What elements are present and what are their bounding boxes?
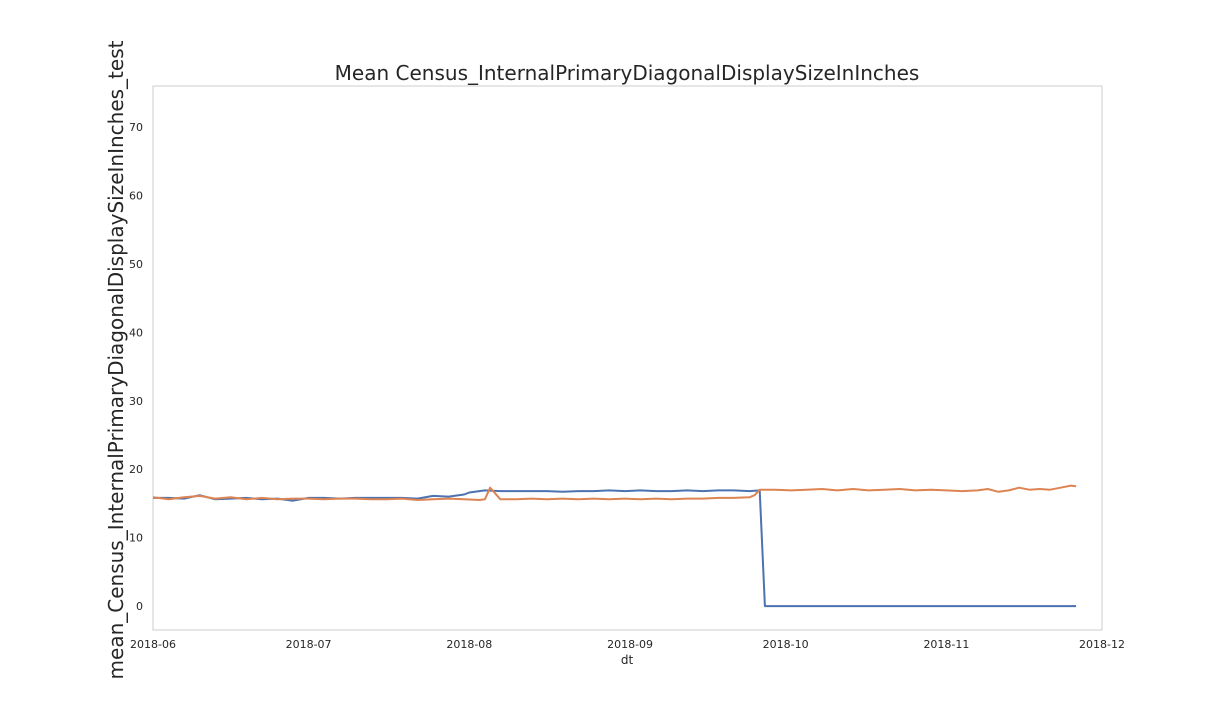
chart-title: Mean Census_InternalPrimaryDiagonalDispl… <box>335 61 920 85</box>
y-tick-label: 70 <box>129 121 143 134</box>
x-axis-title: dt <box>621 653 634 667</box>
y-tick-label: 20 <box>129 463 143 476</box>
y-tick-label: 40 <box>129 326 143 339</box>
plot-lines <box>152 484 1077 608</box>
x-tick-label: 2018-08 <box>446 638 492 651</box>
x-tick-label: 2018-12 <box>1079 638 1125 651</box>
series-line-2 <box>152 484 1077 501</box>
y-tick-label: 50 <box>129 258 143 271</box>
y-tick-label: 10 <box>129 532 143 545</box>
x-tick-label: 2018-10 <box>763 638 809 651</box>
y-tick-label: 60 <box>129 189 143 202</box>
x-tick-label: 2018-11 <box>923 638 969 651</box>
x-tick-label: 2018-06 <box>130 638 176 651</box>
x-axis: 2018-06 2018-07 2018-08 2018-09 2018-10 2018-… <box>130 638 1125 651</box>
y-axis-title: mean_Census_InternalPrimaryDiagonalDispl… <box>104 40 128 679</box>
x-tick-label: 2018-07 <box>286 638 332 651</box>
y-tick-label: 30 <box>129 395 143 408</box>
y-axis: 0 10 20 30 40 50 60 70 <box>129 121 143 613</box>
y-tick-label: 0 <box>136 600 143 613</box>
x-tick-label: 2018-09 <box>607 638 653 651</box>
plot-area <box>152 85 1103 631</box>
